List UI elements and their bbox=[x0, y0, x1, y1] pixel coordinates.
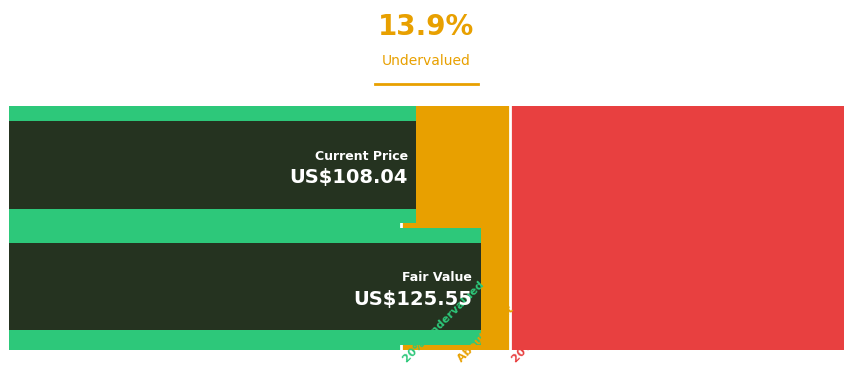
Text: 20% Overvalued: 20% Overvalued bbox=[509, 285, 589, 364]
Text: US$125.55: US$125.55 bbox=[353, 290, 472, 309]
Bar bbox=[9, 228, 481, 242]
Bar bbox=[9, 209, 416, 223]
Text: US$108.04: US$108.04 bbox=[289, 168, 407, 187]
Bar bbox=[9, 330, 481, 345]
Text: Undervalued: Undervalued bbox=[382, 54, 470, 68]
Bar bbox=[9, 106, 401, 350]
Text: 13.9%: 13.9% bbox=[378, 13, 474, 41]
Text: Fair Value: Fair Value bbox=[402, 271, 472, 284]
Bar bbox=[9, 106, 416, 121]
Text: About Right: About Right bbox=[455, 305, 515, 364]
Bar bbox=[9, 242, 481, 330]
Bar bbox=[509, 106, 843, 350]
Text: Current Price: Current Price bbox=[314, 149, 407, 163]
Bar bbox=[401, 106, 509, 350]
Text: 20% Undervalued: 20% Undervalued bbox=[401, 280, 486, 364]
Bar bbox=[9, 121, 416, 209]
